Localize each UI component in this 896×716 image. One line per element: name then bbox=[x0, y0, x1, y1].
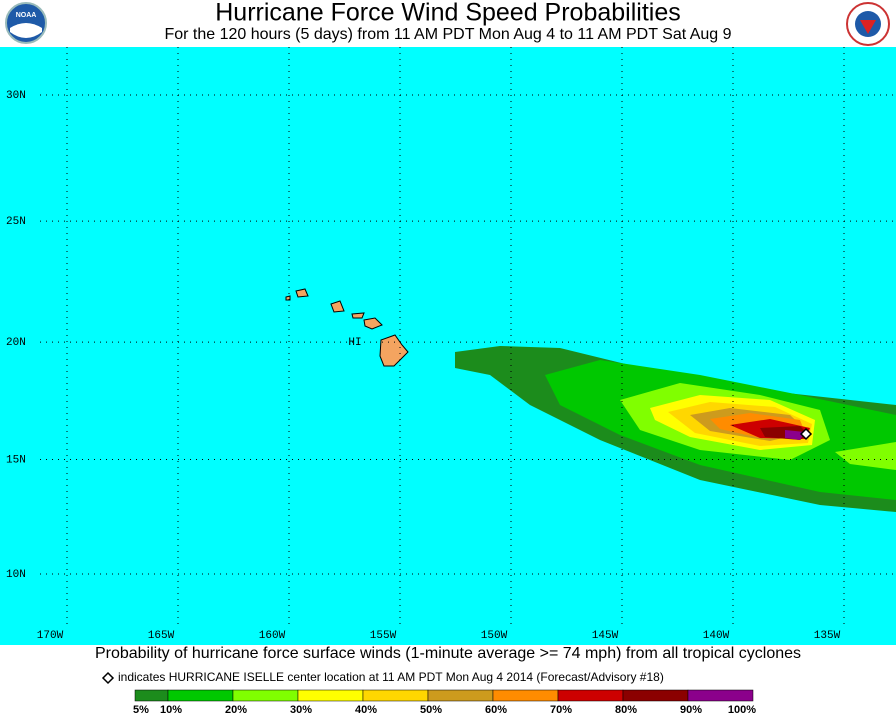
lon-label: 155W bbox=[370, 630, 397, 642]
nws-logo bbox=[846, 2, 890, 46]
lon-label: 145W bbox=[592, 630, 619, 642]
lat-label: 30N bbox=[6, 90, 26, 102]
logo-text: NOAA bbox=[16, 12, 37, 19]
lat-label: 25N bbox=[6, 216, 26, 228]
note: indicates HURRICANE ISELLE center locati… bbox=[118, 670, 664, 684]
contour-90 bbox=[785, 430, 805, 440]
lon-label: 150W bbox=[481, 630, 508, 642]
legend-swatch bbox=[362, 689, 429, 702]
legend-label: 10% bbox=[160, 704, 182, 716]
place-label: HI bbox=[348, 337, 361, 349]
legend-label: 30% bbox=[290, 704, 312, 716]
legend-label: 20% bbox=[225, 704, 247, 716]
contour-20 bbox=[835, 442, 896, 470]
lat-label: 10N bbox=[6, 569, 26, 581]
legend-label: 40% bbox=[355, 704, 377, 716]
legend-label: 100% bbox=[728, 704, 756, 716]
legend-label: 60% bbox=[485, 704, 507, 716]
subtitle: For the 120 hours (5 days) from 11 AM PD… bbox=[164, 26, 731, 43]
lon-label: 165W bbox=[148, 630, 175, 642]
legend-swatch bbox=[232, 689, 299, 702]
hawaii-islands bbox=[285, 288, 409, 367]
legend-swatch bbox=[134, 689, 169, 702]
legend-swatch bbox=[687, 689, 754, 702]
legend-swatch bbox=[557, 689, 624, 702]
legend-swatch bbox=[492, 689, 559, 702]
legend-label: 80% bbox=[615, 704, 637, 716]
lon-label: 170W bbox=[37, 630, 64, 642]
lon-label: 140W bbox=[703, 630, 730, 642]
lon-label: 160W bbox=[259, 630, 286, 642]
legend-swatch bbox=[297, 689, 364, 702]
lat-label: 20N bbox=[6, 337, 26, 349]
graticule: 30N 25N 20N 15N 10N 170W 165W 160W 155W 150W 145W 1… bbox=[6, 47, 896, 642]
legend-label: 70% bbox=[550, 704, 572, 716]
probability-contours bbox=[455, 346, 896, 512]
legend-label: 50% bbox=[420, 704, 442, 716]
note-icon bbox=[101, 671, 115, 685]
lon-label: 135W bbox=[814, 630, 841, 642]
noaa-logo: NOAA bbox=[5, 2, 47, 44]
legend-label: 5% bbox=[133, 704, 149, 716]
legend-label: 90% bbox=[680, 704, 702, 716]
legend-swatch bbox=[167, 689, 234, 702]
storm-center bbox=[799, 427, 813, 441]
legend-swatch bbox=[622, 689, 689, 702]
title: Hurricane Force Wind Speed Probabilities bbox=[215, 0, 681, 27]
legend: 5% 10% 20% 30% 40% 50% 60% 70% 80% 90% 100% bbox=[133, 689, 756, 716]
ocean bbox=[0, 47, 896, 645]
legend-swatch bbox=[427, 689, 494, 702]
lat-label: 15N bbox=[6, 454, 26, 466]
caption: Probability of hurricane force surface w… bbox=[95, 645, 801, 662]
